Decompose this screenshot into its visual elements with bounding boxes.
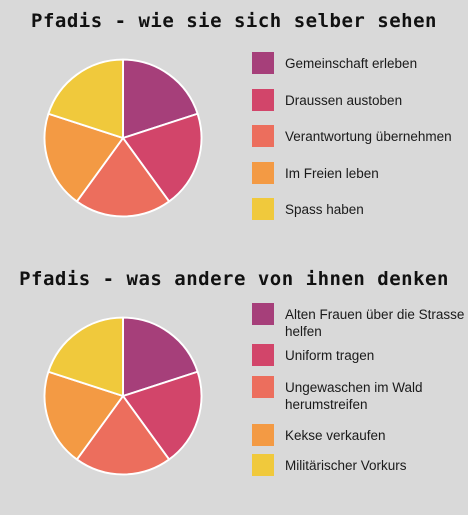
- legend-swatch: [252, 344, 274, 366]
- pie-slice: [122, 112, 203, 203]
- pie-slice: [75, 137, 171, 218]
- chart-1-title: Pfadis - wie sie sich selber sehen: [31, 10, 437, 32]
- pie-slice: [43, 370, 124, 461]
- legend-swatch: [252, 376, 274, 398]
- legend-label: Ungewaschen im Wald herumstreifen: [285, 380, 423, 412]
- pie-slice: [122, 316, 199, 397]
- legend-label: Alten Frauen über die Strasse helfen: [285, 307, 465, 339]
- legend-label: Draussen austoben: [285, 93, 403, 108]
- legend-item: Kekse verkaufen: [252, 424, 465, 446]
- legend-swatch: [252, 89, 274, 111]
- legend-swatch: [252, 125, 274, 147]
- legend-swatch: [252, 424, 274, 446]
- legend-item: Ungewaschen im Wald herumstreifen: [252, 376, 465, 413]
- pie-slice: [47, 58, 124, 139]
- legend-swatch: [252, 162, 274, 184]
- legend-label: Gemeinschaft erleben: [285, 56, 418, 71]
- legend-item: Alten Frauen über die Strasse helfen: [252, 303, 465, 340]
- legend-label: Spass haben: [285, 202, 364, 217]
- legend-swatch: [252, 454, 274, 476]
- pie-slice: [122, 58, 199, 139]
- legend-item: Draussen austoben: [252, 89, 465, 111]
- pie-slice: [122, 370, 203, 461]
- chart-1: Pfadis - wie sie sich selber sehen Gemei…: [0, 0, 468, 250]
- pie-slice: [47, 316, 124, 397]
- chart-2-title: Pfadis - was andere von ihnen denken: [19, 268, 449, 290]
- legend-item: Im Freien leben: [252, 162, 465, 184]
- legend-label: Im Freien leben: [285, 166, 379, 181]
- chart-2: Pfadis - was andere von ihnen denken Alt…: [0, 258, 468, 508]
- pie-slice: [75, 395, 171, 476]
- legend-item: Gemeinschaft erleben: [252, 52, 465, 74]
- chart-1-pie: [43, 58, 203, 218]
- legend-label: Uniform tragen: [285, 348, 375, 363]
- legend-label: Militärischer Vorkurs: [285, 458, 407, 473]
- legend-item: Spass haben: [252, 198, 465, 220]
- legend-item: Uniform tragen: [252, 344, 465, 366]
- chart-2-pie: [43, 316, 203, 476]
- pie-slice: [43, 112, 124, 203]
- legend-swatch: [252, 303, 274, 325]
- legend-label: Kekse verkaufen: [285, 428, 386, 443]
- legend-item: Militärischer Vorkurs: [252, 454, 465, 476]
- legend-swatch: [252, 52, 274, 74]
- legend-label: Verantwortung übernehmen: [285, 129, 452, 144]
- legend-swatch: [252, 198, 274, 220]
- legend-item: Verantwortung übernehmen: [252, 125, 465, 147]
